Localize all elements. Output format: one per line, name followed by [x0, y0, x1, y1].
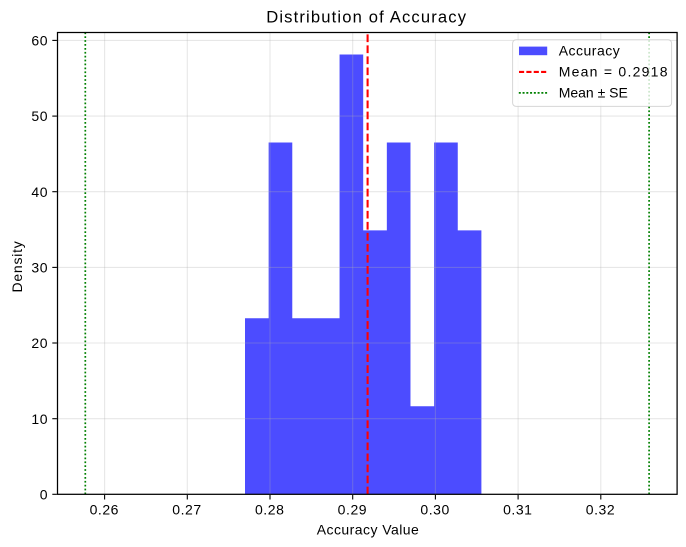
svg-text:Density: Density	[9, 241, 25, 293]
svg-text:Accuracy Value: Accuracy Value	[317, 521, 420, 537]
svg-text:0.30: 0.30	[420, 502, 449, 518]
svg-text:10: 10	[31, 411, 48, 427]
svg-text:0: 0	[40, 486, 49, 502]
svg-text:40: 40	[31, 184, 48, 200]
svg-text:0.32: 0.32	[586, 502, 615, 518]
svg-text:0.26: 0.26	[90, 502, 119, 518]
svg-text:30: 30	[31, 260, 48, 276]
svg-text:Mean = 0.2918: Mean = 0.2918	[559, 63, 669, 79]
svg-text:0.28: 0.28	[255, 502, 284, 518]
svg-text:Accuracy: Accuracy	[559, 42, 621, 58]
svg-text:0.29: 0.29	[338, 502, 367, 518]
svg-text:20: 20	[31, 335, 48, 351]
svg-text:50: 50	[31, 108, 48, 124]
svg-text:0.27: 0.27	[172, 502, 201, 518]
svg-text:Distribution of Accuracy: Distribution of Accuracy	[266, 7, 467, 26]
svg-text:0.31: 0.31	[503, 502, 532, 518]
svg-text:Mean ± SE: Mean ± SE	[559, 84, 628, 100]
svg-text:60: 60	[31, 33, 48, 49]
